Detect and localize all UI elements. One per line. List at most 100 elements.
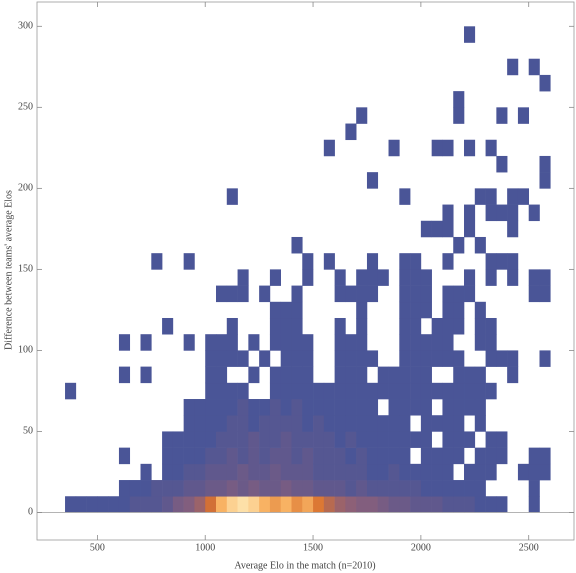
x-tick-label: 2500: [519, 542, 539, 553]
bin-cell: [269, 317, 281, 335]
bin-cell: [474, 236, 486, 254]
bin-cell: [345, 350, 357, 367]
bin-cell: [280, 480, 292, 497]
bin-cell: [388, 431, 400, 448]
bin-cell: [183, 334, 195, 351]
bin-cell: [226, 285, 238, 303]
bin-cell: [528, 204, 540, 222]
bin-cell: [248, 496, 260, 513]
bin-cell: [259, 350, 271, 367]
bin-cell: [399, 366, 411, 384]
bin-cell: [399, 399, 411, 416]
bin-cell: [474, 317, 486, 335]
bin-cell: [323, 399, 335, 416]
bin-cell: [302, 334, 314, 351]
bin-cell: [237, 496, 249, 513]
bin-cell: [410, 301, 422, 319]
bin-cell: [356, 447, 368, 465]
bin-cell: [302, 447, 314, 465]
bin-cell: [356, 399, 368, 416]
bin-cell: [334, 285, 346, 303]
bin-cell: [194, 399, 206, 416]
bin-cell: [453, 285, 465, 303]
bin-cell: [410, 366, 422, 384]
bin-cell: [269, 301, 281, 319]
bin-cell: [345, 123, 357, 141]
bin-cell: [464, 285, 476, 303]
bin-cell: [216, 366, 228, 384]
bin-cell: [528, 285, 540, 303]
bin-cell: [453, 415, 465, 432]
bin-cell: [313, 431, 325, 448]
bin-cell: [431, 350, 443, 367]
bin-cell: [399, 188, 411, 205]
bin-cell: [259, 463, 271, 481]
x-tick-label: 500: [90, 542, 105, 553]
bin-cell: [420, 431, 432, 448]
bin-cell: [453, 107, 465, 124]
bin-cell: [453, 236, 465, 254]
bin-cell: [313, 399, 325, 416]
bin-cell: [345, 447, 357, 465]
bin-cell: [356, 496, 368, 513]
bin-cell: [420, 382, 432, 400]
bin-cell: [140, 366, 152, 384]
bin-cell: [216, 399, 228, 416]
bin-cell: [194, 480, 206, 497]
bin-cell: [269, 269, 281, 286]
bin-cell: [528, 496, 540, 513]
bin-cell: [356, 317, 368, 335]
bin-cell: [507, 204, 519, 222]
bin-cell: [118, 496, 131, 513]
bin-cell: [216, 431, 228, 448]
bin-cell: [334, 399, 346, 416]
bin-cell: [453, 317, 465, 335]
bin-cell: [183, 415, 195, 432]
bin-cell: [399, 480, 411, 497]
bin-cell: [151, 496, 163, 513]
bin-cell: [226, 496, 238, 513]
bin-cell: [377, 431, 389, 448]
bin-cell: [485, 463, 497, 481]
bin-cell: [431, 334, 443, 351]
bin-cell: [280, 317, 292, 335]
bin-cell: [172, 463, 184, 481]
bin-cell: [334, 480, 346, 497]
bin-cell: [216, 334, 228, 351]
bin-cell: [431, 382, 443, 400]
bin-cell: [356, 285, 368, 303]
bin-cell: [269, 366, 281, 384]
bin-cell: [464, 139, 476, 157]
bin-cell: [259, 480, 271, 497]
bin-cell: [356, 382, 368, 400]
bin-cell: [334, 496, 346, 513]
bin-cell: [302, 269, 314, 286]
bin-cell: [453, 447, 465, 465]
bin-cell: [226, 350, 238, 367]
bin-cell: [377, 496, 389, 513]
bin-cell: [366, 350, 379, 367]
bin-cell: [237, 431, 249, 448]
bin-cell: [410, 399, 422, 416]
bin-cell: [269, 480, 281, 497]
x-axis-label: Average Elo in the match (n=2010): [234, 560, 375, 571]
bin-cell: [377, 382, 389, 400]
bin-cell: [410, 431, 422, 448]
bin-cell: [464, 366, 476, 384]
bin-cell: [485, 139, 497, 157]
bin-cell: [140, 480, 152, 497]
bin-cell: [86, 496, 98, 513]
bin-cell: [205, 415, 217, 432]
bin-cell: [399, 334, 411, 351]
bin-cell: [366, 496, 379, 513]
bin-cell: [366, 480, 379, 497]
bin-cell: [485, 334, 497, 351]
bin-cell: [140, 496, 152, 513]
bin-cell: [334, 431, 346, 448]
bin-cell: [539, 350, 551, 367]
bin-cell: [410, 382, 422, 400]
bin-cell: [269, 382, 281, 400]
bin-cell: [313, 415, 325, 432]
bin-cell: [431, 463, 443, 481]
